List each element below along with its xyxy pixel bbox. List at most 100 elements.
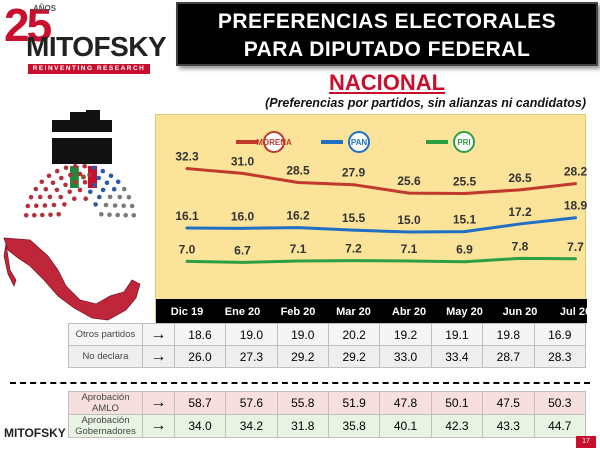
other-preferences-table: Otros partidos → 18.6 19.0 19.0 20.2 19.… — [68, 323, 587, 368]
seat-dot — [34, 203, 39, 209]
seat-dot — [99, 212, 104, 217]
table-cell: 19.0 — [276, 323, 329, 346]
table-cell: 50.3 — [533, 391, 586, 415]
table-row-gobernadores: Aprobación Gobernadores → 34.0 34.2 31.8… — [68, 414, 586, 438]
data-label: 18.9 — [564, 199, 587, 213]
seat-dot — [121, 203, 126, 209]
logo-tagline: REINVENTING RESEARCH — [28, 64, 150, 74]
data-label: 7.8 — [512, 239, 529, 253]
data-point — [574, 182, 577, 186]
data-label: 27.9 — [342, 166, 366, 180]
seat-dot — [54, 187, 60, 193]
data-point — [185, 167, 189, 171]
x-tick-label: Jun 20 — [503, 306, 538, 318]
seat-dot — [82, 163, 87, 169]
seat-dot — [92, 182, 97, 188]
legend-badge — [453, 131, 475, 153]
seat-dot — [51, 202, 57, 208]
seat-dot — [117, 194, 123, 200]
table-cell: 47.8 — [379, 391, 432, 415]
data-point — [407, 230, 411, 234]
seat-dot — [91, 165, 97, 171]
row-label: Aprobación AMLO — [68, 391, 143, 415]
legend-label: MORENA — [256, 138, 292, 147]
data-label: 25.5 — [453, 175, 477, 189]
data-label: 17.2 — [508, 205, 532, 219]
seat-dot — [100, 187, 106, 193]
data-label: 7.1 — [401, 242, 418, 256]
seat-dot — [39, 179, 45, 185]
data-label: 16.0 — [231, 209, 255, 223]
footer-logo: MITOFSKY — [4, 426, 66, 440]
row-label: Aprobación Gobernadores — [68, 414, 143, 438]
seat-dot — [104, 180, 110, 186]
seat-dot — [83, 196, 88, 201]
mexico-flag-icon — [70, 165, 97, 189]
seat-dot — [107, 194, 113, 200]
seat-dot — [93, 202, 98, 207]
seat-dot — [131, 213, 137, 218]
series-line-pan — [186, 216, 576, 234]
line-chart: MORENA PAN PRI 32.3 31.0 28.5 27.9 25.6 25.5 26.5… — [156, 131, 587, 323]
data-point — [518, 256, 522, 260]
series-line-pri — [186, 256, 576, 264]
x-tick-label: Dic 19 — [171, 306, 203, 318]
seat-dot — [87, 172, 92, 178]
seat-dot — [111, 186, 117, 192]
seat-dot — [48, 212, 53, 218]
chart-subtitle: (Preferencias por partidos, sin alianzas… — [265, 96, 586, 110]
arrow-icon: → — [142, 391, 175, 415]
seat-dot — [63, 182, 68, 188]
table-cell: 27.3 — [225, 345, 278, 368]
mexico-map-icon — [3, 237, 141, 321]
legend-badge — [348, 131, 370, 153]
row-label: No declara — [68, 345, 143, 368]
region-title: NACIONAL — [328, 70, 446, 95]
table-cell: 47.5 — [482, 391, 535, 415]
seat-dot — [97, 194, 102, 200]
seat-dot — [23, 213, 29, 218]
data-label: 6.7 — [234, 243, 251, 257]
data-point — [518, 188, 522, 192]
table-cell: 28.3 — [533, 345, 587, 368]
data-point — [352, 228, 355, 232]
seat-dot — [25, 203, 31, 209]
table-row-amlo: Aprobación AMLO → 58.7 57.6 55.8 51.9 47… — [68, 391, 586, 415]
data-point — [241, 260, 244, 264]
seat-dot — [126, 194, 132, 200]
data-point — [241, 171, 244, 175]
chart-panel: MORENA PAN PRI 32.3 31.0 28.5 27.9 25.6 25.5 26.5… — [155, 114, 587, 323]
arrow-icon: → — [142, 323, 175, 346]
table-cell: 16.9 — [533, 323, 587, 346]
title-line-1: PREFERENCIAS ELECTORALES — [217, 10, 557, 33]
series-line-morena — [186, 167, 576, 195]
seat-dot — [82, 180, 88, 185]
dashed-divider — [10, 382, 590, 384]
data-point — [463, 192, 466, 195]
data-point — [352, 259, 355, 263]
seat-dot — [115, 212, 120, 218]
data-point — [296, 226, 300, 230]
data-point — [296, 259, 300, 263]
x-tick-label: Ene 20 — [225, 306, 260, 318]
table-cell: 44.7 — [533, 414, 586, 438]
table-row-no-declara: No declara → 26.0 27.3 29.2 29.2 33.0 33… — [68, 345, 587, 368]
table-cell: 34.2 — [225, 414, 278, 438]
data-point — [241, 226, 244, 230]
seat-dot — [33, 186, 39, 192]
seat-dot — [47, 194, 53, 200]
seat-dot — [50, 180, 56, 186]
seat-dot — [112, 203, 118, 208]
category-axis-band — [156, 299, 587, 323]
ballot-box-icon — [48, 110, 116, 164]
x-tick-label: Jul 20 — [560, 306, 587, 318]
seat-dot — [88, 189, 93, 195]
table-cell: 29.2 — [276, 345, 329, 368]
seat-dot — [67, 189, 72, 195]
table-cell: 19.0 — [225, 323, 278, 346]
data-label: 32.3 — [175, 150, 199, 164]
data-label: 26.5 — [508, 171, 532, 185]
table-row-otros: Otros partidos → 18.6 19.0 19.0 20.2 19.… — [68, 323, 587, 346]
mitofsky-logo: 25 AÑOS MITOFSKY REINVENTING RESEARCH — [2, 2, 167, 76]
table-cell: 19.8 — [482, 323, 535, 346]
